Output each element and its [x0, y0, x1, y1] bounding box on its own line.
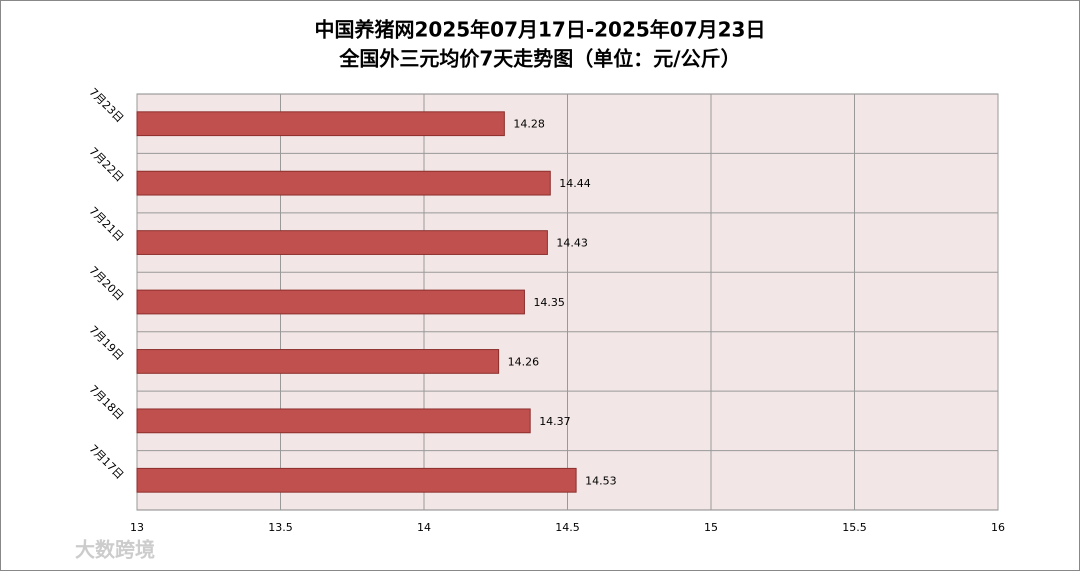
value-label: 14.53: [585, 474, 617, 487]
bar: [136, 349, 500, 374]
bar: [136, 111, 505, 137]
chart-title: 中国养猪网2025年07月17日-2025年07月23日: [315, 18, 766, 42]
bar: [136, 170, 551, 196]
value-label: 14.44: [559, 177, 591, 190]
bar: [136, 289, 525, 315]
x-tick-label: 14.5: [555, 521, 580, 534]
bar: [136, 230, 548, 255]
watermark: 大数跨境: [75, 538, 155, 562]
value-label: 14.28: [513, 118, 545, 131]
value-label: 14.37: [539, 415, 571, 428]
value-label: 14.35: [533, 296, 565, 309]
x-tick-label: 14: [417, 521, 431, 534]
x-tick-label: 13: [130, 521, 144, 534]
x-tick-label: 15: [704, 521, 718, 534]
x-tick-label: 15.5: [842, 521, 867, 534]
x-tick-label: 13.5: [268, 521, 293, 534]
chart-subtitle: 全国外三元均价7天走势图（单位：元/公斤）: [338, 47, 740, 71]
bar: [136, 408, 531, 434]
value-label: 14.26: [508, 355, 540, 368]
bar: [136, 467, 577, 493]
value-label: 14.43: [556, 237, 588, 250]
x-tick-label: 16: [991, 521, 1005, 534]
